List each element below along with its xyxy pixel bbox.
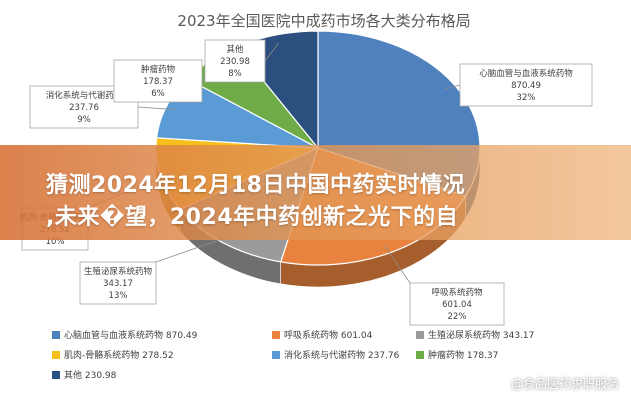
legend: 心脑血管与血液系统药物 870.49 呼吸系统药物 601.04 生殖泌尿系统药物 … xyxy=(52,329,534,381)
callout-value-4: 237.76 xyxy=(69,103,99,113)
callout-label-5: 肿瘤药物 xyxy=(141,64,176,75)
callout-label-1: 呼吸系统药物 xyxy=(431,287,483,298)
callout-box-5 xyxy=(113,59,203,103)
callout-label-0: 心脑血管与血液系统药物 xyxy=(479,68,573,79)
callout-label-2: 生殖泌尿系统药物 xyxy=(84,266,153,277)
watermark: @食品医药求职服务 xyxy=(492,375,619,392)
callout-1: 呼吸系统药物 601.04 22% xyxy=(384,245,505,326)
callout-percent-6: 8% xyxy=(228,69,242,79)
legend-item-2: 生殖泌尿系统药物 343.17 xyxy=(416,329,534,341)
legend-item-6: 其他 230.98 xyxy=(52,369,117,381)
callout-box-0 xyxy=(459,63,593,107)
callout-percent-5: 6% xyxy=(151,89,165,99)
legend-item-1: 呼吸系统药物 601.04 xyxy=(272,329,373,341)
callout-6: 其他 230.98 8% xyxy=(204,39,279,83)
legend-label-6: 其他 230.98 xyxy=(64,369,117,381)
callout-leader-6 xyxy=(264,42,279,62)
callout-0: 心脑血管与血液系统药物 870.49 32% xyxy=(444,63,593,107)
legend-swatch-2 xyxy=(416,331,424,339)
callout-leader-4 xyxy=(137,106,178,111)
callout-label-6: 其他 xyxy=(226,44,244,55)
legend-label-4: 消化系统与代谢药物 237.76 xyxy=(284,349,400,361)
callout-value-6: 230.98 xyxy=(220,57,250,67)
legend-item-5: 肿瘤药物 178.37 xyxy=(416,349,498,361)
callout-percent-4: 9% xyxy=(77,115,91,125)
legend-swatch-0 xyxy=(52,331,60,339)
callout-4: 消化系统与代谢药物 237.76 9% xyxy=(29,85,178,129)
legend-swatch-1 xyxy=(272,331,280,339)
callout-leader-1 xyxy=(384,245,411,284)
callout-percent-0: 32% xyxy=(517,93,536,103)
chart-title: 2023年全国医院中成药市场各大类分布格局 xyxy=(177,12,470,30)
callout-label-4: 消化系统与代谢药物 xyxy=(46,90,123,101)
callout-value-5: 178.37 xyxy=(143,77,173,87)
legend-swatch-5 xyxy=(416,351,424,359)
legend-label-5: 肿瘤药物 178.37 xyxy=(428,349,498,361)
legend-label-0: 心脑血管与血液系统药物 870.49 xyxy=(64,329,198,341)
callout-percent-3: 10% xyxy=(46,237,65,247)
legend-item-4: 消化系统与代谢药物 237.76 xyxy=(272,349,400,361)
callout-box-6 xyxy=(204,39,266,83)
callout-percent-1: 22% xyxy=(448,312,467,322)
callout-value-2: 343.17 xyxy=(103,279,133,289)
legend-item-3: 肌肉-骨骼系统药物 278.52 xyxy=(52,349,174,361)
legend-label-3: 肌肉-骨骼系统药物 278.52 xyxy=(64,349,174,361)
callout-value-0: 870.49 xyxy=(511,81,541,91)
callout-percent-2: 13% xyxy=(109,291,128,301)
callout-box-1 xyxy=(409,282,505,326)
callout-value-1: 601.04 xyxy=(442,300,472,310)
callout-leader-2 xyxy=(155,235,230,263)
legend-item-0: 心脑血管与血液系统药物 870.49 xyxy=(52,329,198,341)
callout-leader-0 xyxy=(444,84,461,90)
legend-swatch-6 xyxy=(52,371,60,379)
legend-label-1: 呼吸系统药物 601.04 xyxy=(284,329,373,341)
legend-swatch-4 xyxy=(272,351,280,359)
wechat-icon xyxy=(492,376,507,391)
callout-2: 生殖泌尿系统药物 343.17 13% xyxy=(79,235,230,305)
headline-line-1: 猜测2024年12月18日中国中药实时情况 xyxy=(46,173,465,198)
headline-banner: 猜测2024年12月18日中国中药实时情况 ,未来�望，2024年中药创新之光下… xyxy=(0,145,631,240)
legend-label-2: 生殖泌尿系统药物 343.17 xyxy=(428,329,534,341)
callout-box-2 xyxy=(79,261,157,305)
legend-swatch-3 xyxy=(52,351,60,359)
callout-5: 肿瘤药物 178.37 6% xyxy=(113,59,218,103)
watermark-text: @食品医药求职服务 xyxy=(510,377,619,391)
headline-line-2: ,未来�望，2024年中药创新之光下的自 xyxy=(46,205,459,230)
